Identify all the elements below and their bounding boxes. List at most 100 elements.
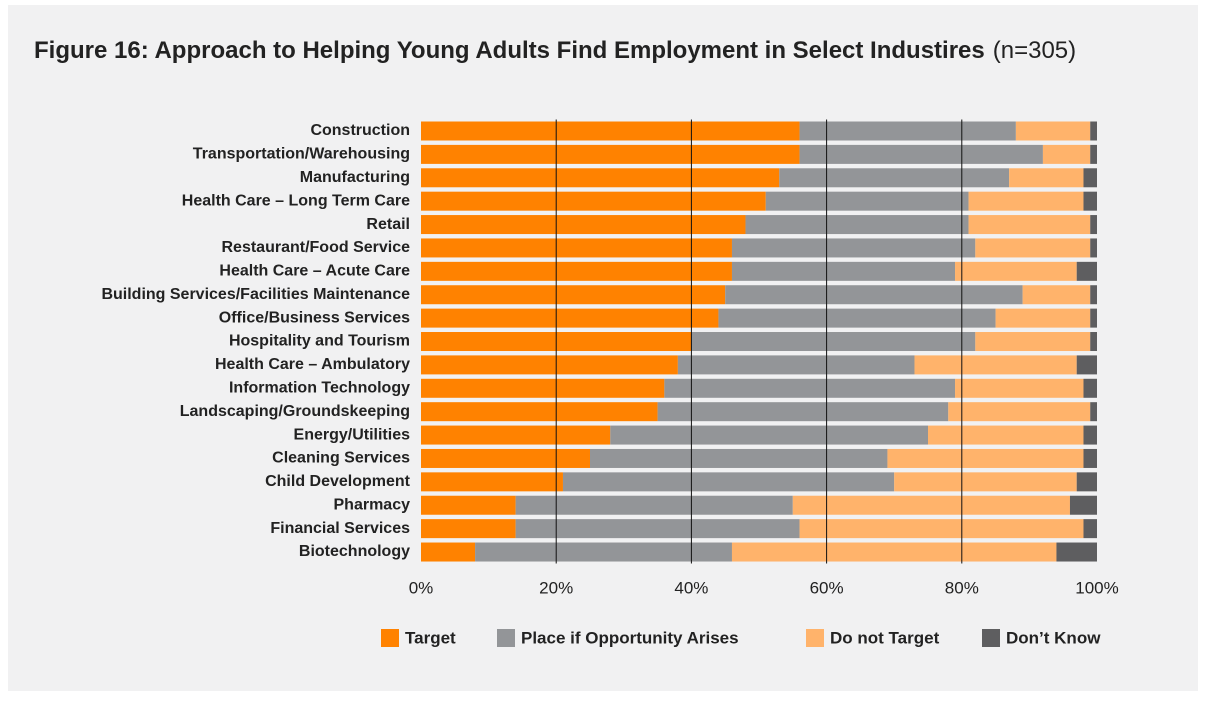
bar-segment: [421, 261, 732, 281]
y-tick-label: Retail: [366, 216, 410, 233]
bar-segment: [1076, 261, 1097, 281]
bar-segment: [421, 168, 780, 188]
legend-swatch: [497, 629, 515, 647]
bar-segment: [955, 378, 1084, 398]
bar-segment: [792, 495, 1070, 515]
bar-segment: [421, 191, 766, 211]
bar-segment: [1022, 285, 1091, 305]
bar-segment: [725, 285, 1023, 305]
bar-segment: [1083, 378, 1097, 398]
bar-segment: [610, 425, 928, 445]
bar-segment: [975, 238, 1091, 258]
bar-segment: [1090, 402, 1097, 422]
bar-segment: [677, 355, 915, 375]
bar-segment: [887, 448, 1084, 468]
x-tick-label: 60%: [810, 578, 844, 597]
bar-segment: [1083, 519, 1097, 539]
bar-segment: [995, 308, 1091, 328]
bar-segment: [1076, 472, 1097, 492]
bar-segment: [421, 355, 678, 375]
bar-segment: [765, 191, 969, 211]
title-note: (n=305): [993, 37, 1076, 64]
bar-segment: [1090, 285, 1097, 305]
y-tick-label: Hospitality and Tourism: [229, 333, 410, 350]
bar-segment: [1083, 448, 1097, 468]
bar-segment: [799, 121, 1016, 141]
bar-segment: [421, 402, 658, 422]
x-tick-label: 100%: [1075, 578, 1118, 597]
bar-segment: [1090, 121, 1097, 141]
legend-label: Target: [405, 628, 456, 647]
y-tick-label: Information Technology: [229, 380, 410, 397]
legend-label: Place if Opportunity Arises: [521, 628, 739, 647]
bar-segment: [515, 519, 800, 539]
bar-segment: [421, 542, 476, 562]
y-tick-label: Building Services/Facilities Maintenance: [101, 286, 410, 303]
bar-segment: [421, 425, 611, 445]
y-tick-label: Construction: [310, 122, 410, 139]
bar-segment: [1042, 144, 1091, 164]
bar-segment: [975, 332, 1091, 352]
bar-segment: [475, 542, 732, 562]
x-tick-label: 20%: [539, 578, 573, 597]
legend-swatch: [806, 629, 824, 647]
y-tick-label: Health Care – Long Term Care: [182, 192, 410, 209]
legend-swatch: [381, 629, 399, 647]
bar-segment: [1090, 332, 1097, 352]
y-tick-label: Office/Business Services: [219, 309, 410, 326]
bar-segment: [1083, 191, 1097, 211]
legend-label: Do not Target: [830, 628, 940, 647]
bar-segment: [421, 121, 800, 141]
bar-segment: [779, 168, 1010, 188]
bar-segment: [421, 472, 563, 492]
bar-segment: [421, 308, 719, 328]
bar-segment: [590, 448, 888, 468]
x-tick-label: 0%: [409, 578, 434, 597]
title-group: Figure 16: Approach to Helping Young Adu…: [34, 37, 1076, 64]
bar-segment: [664, 378, 956, 398]
y-tick-label: Manufacturing: [300, 169, 410, 186]
bar-segment: [914, 355, 1077, 375]
bar-segment: [421, 285, 726, 305]
bar-segment: [799, 144, 1043, 164]
bar-segment: [1009, 168, 1084, 188]
bar-segment: [731, 261, 956, 281]
y-tick-label: Transportation/Warehousing: [193, 146, 410, 163]
bar-segment: [718, 308, 996, 328]
y-tick-label: Restaurant/Food Service: [222, 239, 411, 256]
bar-segment: [1090, 238, 1097, 258]
y-tick-label: Pharmacy: [334, 496, 411, 513]
x-tick-label: 80%: [945, 578, 979, 597]
x-tick-label: 40%: [674, 578, 708, 597]
chart-title: Figure 16: Approach to Helping Young Adu…: [34, 37, 985, 64]
bar-segment: [691, 332, 976, 352]
y-tick-label: Landscaping/Groundskeeping: [180, 403, 410, 420]
bar-segment: [968, 215, 1091, 235]
legend-label: Don’t Know: [1006, 628, 1101, 647]
bar-segment: [1090, 215, 1097, 235]
bar-segment: [562, 472, 895, 492]
bar-segment: [1069, 495, 1097, 515]
bar-segment: [1076, 355, 1097, 375]
bar-segment: [421, 378, 665, 398]
bar-segment: [421, 519, 516, 539]
y-tick-label: Energy/Utilities: [294, 426, 411, 443]
bar-segment: [1083, 425, 1097, 445]
bar-segment: [894, 472, 1077, 492]
bar-segment: [421, 215, 746, 235]
bar-segment: [948, 402, 1091, 422]
y-tick-label: Child Development: [265, 473, 411, 490]
bar-segment: [745, 215, 969, 235]
bar-segment: [1015, 121, 1091, 141]
bar-segment: [955, 261, 1077, 281]
bar-segment: [1090, 308, 1097, 328]
bar-segment: [731, 542, 1057, 562]
y-tick-label: Health Care – Acute Care: [219, 263, 410, 280]
bar-segment: [731, 238, 976, 258]
y-tick-label: Biotechnology: [299, 543, 410, 560]
bar-segment: [657, 402, 949, 422]
y-tick-label: Cleaning Services: [272, 450, 410, 467]
bar-segment: [968, 191, 1084, 211]
